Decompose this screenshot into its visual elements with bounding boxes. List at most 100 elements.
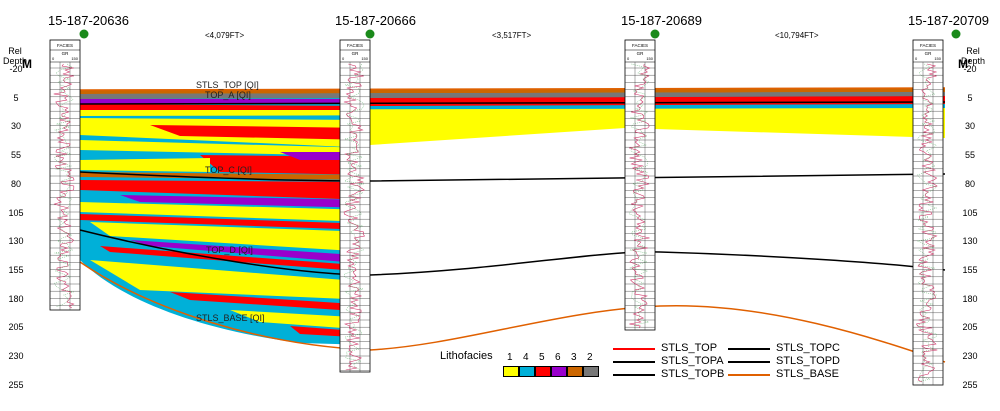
- horizon-stls-topa: [79, 101, 946, 105]
- horizon-legend-label: STLS_TOPB: [661, 368, 725, 380]
- depth-axis-title-line2: Depth: [960, 56, 986, 66]
- depth-tick: 255: [8, 379, 24, 390]
- horizon-legend-line: [728, 348, 770, 350]
- horizon-stls-top: [79, 87, 946, 91]
- band-yellow-d: [90, 222, 370, 252]
- depth-axis-title-line2: Depth: [2, 56, 28, 66]
- well-marker: [650, 29, 660, 39]
- lithofacies-swatch: [551, 366, 567, 377]
- depth-tick: 80: [10, 178, 21, 189]
- gr-curve: [916, 63, 938, 383]
- horizon-legend-label: STLS_TOPC: [776, 342, 840, 354]
- horizon-legend-label: STLS_TOPA: [661, 355, 724, 367]
- lithofacies-swatch: [583, 366, 599, 377]
- facies-curve: [628, 63, 650, 329]
- horizon-legend-line: [613, 348, 655, 350]
- well-track: FACIES GR 0 150: [49, 39, 81, 311]
- track-facies-label: FACIES: [632, 43, 648, 48]
- depth-axis-title-line1: Rel: [966, 46, 980, 56]
- distance-2-3: <3,517FT>: [492, 31, 532, 40]
- track-gr-min: 0: [627, 56, 630, 61]
- lithofacies-class-label: 6: [555, 352, 561, 363]
- depth-axis-title-right: Rel Depth: [956, 46, 990, 66]
- band-red-d: [80, 214, 370, 230]
- depth-tick: -20: [963, 64, 977, 74]
- horizon-stls-topd: [79, 229, 946, 276]
- section-end-label: M': [958, 57, 971, 71]
- facies-curve: [916, 63, 938, 383]
- track-gr-max: 150: [646, 56, 653, 61]
- distance-1-2: <4,079FT>: [205, 31, 245, 40]
- depth-tick: 130: [8, 236, 24, 247]
- depth-axis-title-left: Rel Depth: [0, 46, 30, 66]
- depth-tick: 55: [964, 150, 975, 161]
- band-purple-c: [120, 195, 370, 208]
- lithofacies-swatch: [535, 366, 551, 377]
- track-gr-max: 150: [71, 56, 78, 61]
- distance-3-4: <10,794FT>: [775, 31, 819, 40]
- lithofacies-class-label: 3: [571, 352, 577, 363]
- track-gr-min: 0: [915, 56, 918, 61]
- horizon-legend-label: STLS_TOP: [661, 342, 718, 354]
- depth-tick: 80: [964, 178, 975, 189]
- track-gr-min: 0: [342, 56, 345, 61]
- well-marker: [365, 29, 375, 39]
- depth-tick: 180: [962, 293, 978, 304]
- track-facies-label: FACIES: [57, 43, 73, 48]
- depth-tick: 205: [8, 322, 24, 333]
- track-gr-min: 0: [52, 56, 55, 61]
- horizon-legend-line: [728, 361, 770, 363]
- band-orange-c: [80, 172, 370, 180]
- well-track: FACIES GR 0 150: [912, 39, 944, 386]
- track-gr-label: GR: [637, 51, 645, 56]
- depth-tick: 105: [962, 207, 978, 218]
- depth-tick: 230: [962, 351, 978, 361]
- horizon-label-stls-top: STLS_TOP [QI]: [196, 80, 259, 90]
- depth-tick: 180: [8, 293, 24, 304]
- gr-curve: [53, 63, 75, 309]
- well-track-frame: [49, 39, 81, 311]
- track-gr-label: GR: [352, 51, 360, 56]
- facies-curve: [54, 63, 75, 308]
- band-purple-d: [130, 240, 370, 264]
- well-markers: [79, 29, 961, 39]
- band-yellow-left3: [80, 158, 210, 172]
- depth-tick: 30: [964, 121, 975, 132]
- track-facies-label: FACIES: [920, 43, 936, 48]
- band-red-f: [170, 292, 370, 312]
- well-name-2: 15-187-20666: [335, 13, 416, 28]
- track-facies-label: FACIES: [347, 43, 363, 48]
- band-red-c: [80, 180, 370, 200]
- horizon-stls-base: [79, 261, 946, 363]
- track-gr-max: 150: [361, 56, 368, 61]
- track-gr-label: GR: [62, 51, 70, 56]
- well-marker: [79, 29, 89, 39]
- depth-tick: 55: [10, 150, 21, 161]
- well-track-frame: [624, 39, 656, 331]
- horizon-legend-line: [613, 374, 655, 376]
- depth-tick: 30: [10, 121, 21, 132]
- band-red-e: [100, 246, 370, 272]
- lithofacies-class-label: 4: [523, 352, 529, 363]
- depth-tick: 230: [8, 351, 24, 361]
- lithofacies-swatch: [503, 366, 519, 377]
- depth-tick: 130: [962, 236, 978, 247]
- horizon-legend-line: [613, 361, 655, 363]
- track-gr-label: GR: [925, 51, 933, 56]
- horizon-legend-line: [728, 374, 770, 376]
- horizon-label-top-c: TOP_C [QI]: [205, 165, 252, 175]
- lithofacies-class-label: 2: [587, 352, 593, 363]
- depth-tick: 155: [962, 264, 978, 275]
- depth-axis-title-line1: Rel: [8, 46, 22, 56]
- well-name-1: 15-187-20636: [48, 13, 129, 28]
- band-gray-top: [80, 92, 945, 99]
- band-red-left1: [150, 125, 370, 140]
- lithofacies-swatch: [519, 366, 535, 377]
- depth-tick: 255: [962, 379, 978, 390]
- lithofacies-class-label: 5: [539, 352, 545, 363]
- depth-tick: 5: [967, 92, 973, 103]
- band-red-b: [80, 104, 370, 110]
- band-yellow-right: [370, 114, 945, 145]
